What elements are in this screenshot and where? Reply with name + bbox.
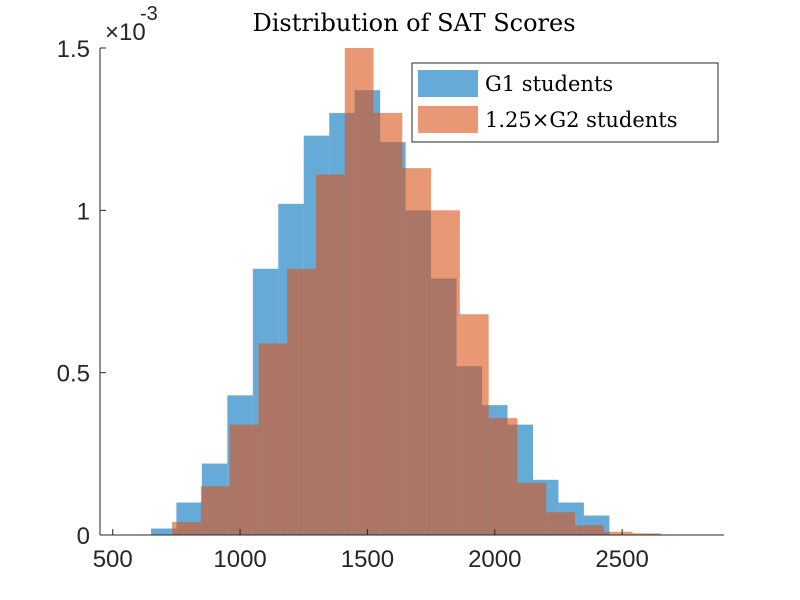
y-axis-exponent-base: ×10 xyxy=(105,19,146,46)
histogram-bar xyxy=(200,486,230,535)
histogram-bar xyxy=(150,528,177,535)
y-tick-label: 1.5 xyxy=(57,36,90,63)
histogram-bar xyxy=(632,533,662,535)
legend-label-g1: G1 students xyxy=(485,72,613,96)
histogram-bar xyxy=(258,343,288,535)
histogram-bar xyxy=(575,525,604,535)
histogram-bar xyxy=(517,483,547,535)
series-2 xyxy=(172,48,662,536)
histogram-bar xyxy=(488,418,518,535)
x-tick-label: 2500 xyxy=(595,546,648,573)
legend-swatch-g1 xyxy=(418,70,478,97)
y-tick-label: 0 xyxy=(77,523,90,550)
x-tick-label: 500 xyxy=(93,546,133,573)
legend: G1 students 1.25×G2 students xyxy=(411,62,719,143)
histogram-bar xyxy=(459,314,489,535)
histogram-bar xyxy=(373,112,403,535)
histogram-bar xyxy=(287,268,316,535)
y-tick-label: 1 xyxy=(77,198,90,225)
chart-title: Distribution of SAT Scores xyxy=(252,9,575,37)
y-axis-exponent-power: -3 xyxy=(140,3,158,25)
axes xyxy=(99,48,724,536)
y-tick-label: 0.5 xyxy=(57,361,90,388)
histogram-bar xyxy=(172,522,201,535)
y-axis-exponent: ×10 -3 xyxy=(105,3,158,46)
legend-swatch-g2 xyxy=(418,106,478,133)
histogram-bar xyxy=(315,174,345,535)
legend-label-g2: 1.25×G2 students xyxy=(485,108,678,132)
histogram-bar xyxy=(229,424,259,535)
x-tick-label: 2000 xyxy=(468,546,521,573)
histogram-bars xyxy=(150,48,662,536)
histogram-bar xyxy=(402,168,432,536)
histogram-bar xyxy=(546,512,576,535)
x-tick-label: 1500 xyxy=(341,546,394,573)
ticks: 500 1000 1500 2000 2500 0 0.5 1 1.5 xyxy=(57,36,649,573)
histogram-bar xyxy=(431,210,460,536)
histogram-bar xyxy=(344,48,374,535)
x-tick-label: 1000 xyxy=(213,546,266,573)
histogram-bar xyxy=(603,531,633,535)
